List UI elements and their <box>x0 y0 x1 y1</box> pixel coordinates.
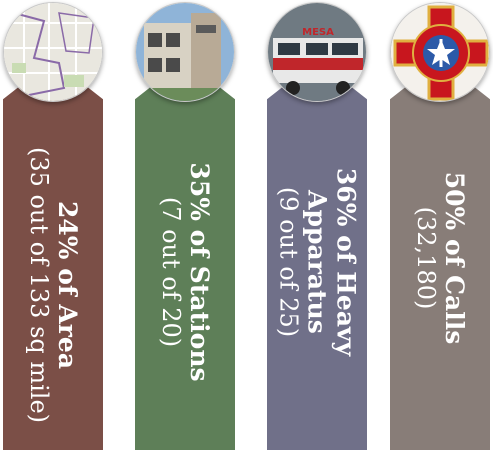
ribbon-calls <box>390 60 490 450</box>
stat-detail: (35 out of 133 sq mile) <box>25 146 54 424</box>
stat-label-area: 24% of Area (35 out of 133 sq mile) <box>25 146 83 424</box>
fire-truck-icon: MESA <box>267 2 367 102</box>
ribbon-stations <box>135 60 235 450</box>
mesa-fire-badge-icon <box>390 2 490 102</box>
ribbon-area <box>3 60 103 450</box>
stat-detail: (9 out of 25) <box>275 186 304 338</box>
stat-column-area: 24% of Area (35 out of 133 sq mile) <box>3 0 103 456</box>
stat-label-apparatus: 36% of Heavy Apparatus (9 out of 25) <box>274 167 361 357</box>
stat-column-apparatus: MESA 36% of Heavy Apparatus (9 out of 25… <box>267 0 367 456</box>
fire-station-icon <box>135 2 235 102</box>
stat-detail: (32,180) <box>412 206 441 310</box>
stat-headline: 35% of Stations <box>185 162 215 382</box>
stat-detail: (7 out of 20) <box>157 196 186 348</box>
stat-column-calls: 50% of Calls (32,180) <box>390 0 490 456</box>
stat-headline-line2: Apparatus <box>302 190 332 334</box>
map-icon <box>3 2 103 102</box>
stat-headline: 24% of Area <box>53 200 83 370</box>
stat-headline: 50% of Calls <box>440 171 470 345</box>
stat-label-calls: 50% of Calls (32,180) <box>412 171 470 345</box>
stat-label-stations: 35% of Stations (7 out of 20) <box>157 162 215 382</box>
svg-text:MESA: MESA <box>302 27 334 38</box>
stat-headline-line1: 36% of Heavy <box>331 167 361 357</box>
stat-column-stations: 35% of Stations (7 out of 20) <box>135 0 235 456</box>
ribbon-apparatus <box>267 60 367 450</box>
